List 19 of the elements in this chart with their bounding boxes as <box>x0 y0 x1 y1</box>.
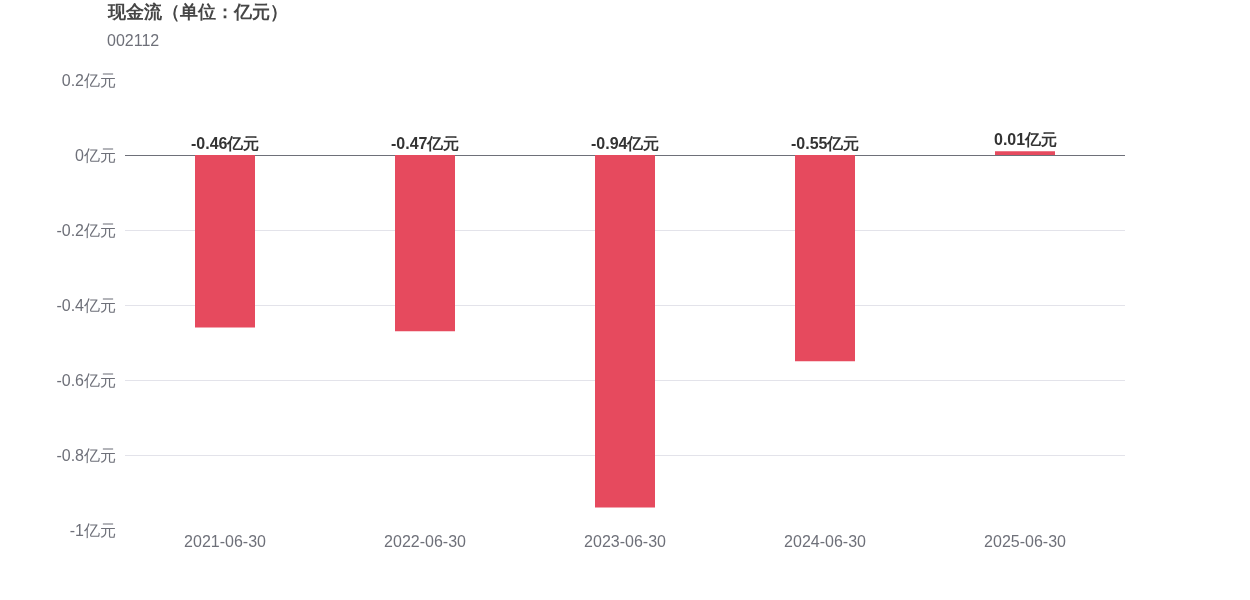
x-tick-label: 2021-06-30 <box>184 533 267 550</box>
data-label: -0.55亿元 <box>791 135 860 152</box>
chart-subtitle: 002112 <box>107 32 160 49</box>
y-tick-label: -0.6亿元 <box>56 371 116 389</box>
x-tick-label: 2024-06-30 <box>784 533 867 550</box>
data-label: 0.01亿元 <box>994 131 1058 148</box>
y-tick-label: -0.4亿元 <box>56 296 116 314</box>
y-tick-label: -0.8亿元 <box>56 446 116 464</box>
x-tick-label: 2025-06-30 <box>984 533 1067 550</box>
y-tick-label: -0.2亿元 <box>56 221 116 239</box>
y-tick-label: -1亿元 <box>69 521 116 539</box>
y-tick-label: 0亿元 <box>75 146 116 164</box>
y-tick-label: 0.2亿元 <box>61 71 116 89</box>
data-label: -0.94亿元 <box>591 135 660 152</box>
x-tick-label: 2023-06-30 <box>584 533 667 550</box>
chart-title: 现金流（单位：亿元） <box>107 2 288 22</box>
x-tick-label: 2022-06-30 <box>384 533 467 550</box>
data-label: -0.47亿元 <box>391 135 460 152</box>
data-label: -0.46亿元 <box>191 135 260 152</box>
